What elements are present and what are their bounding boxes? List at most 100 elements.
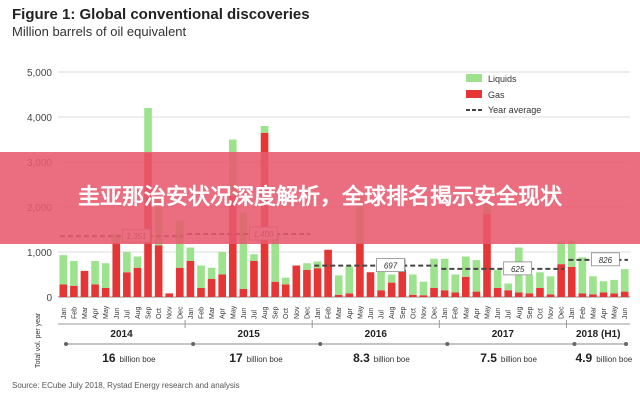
bar-liquids — [557, 241, 565, 265]
bar-liquids — [451, 274, 460, 293]
bar-gas — [567, 266, 576, 297]
bar-liquids — [303, 263, 311, 270]
x-tick-label: Aug — [389, 306, 396, 319]
bar-gas — [165, 293, 174, 297]
x-tick-label: Oct — [410, 308, 417, 319]
x-tick-label: Aug — [516, 306, 523, 319]
bar-liquids — [440, 258, 449, 291]
bar-gas — [250, 261, 258, 297]
volume-value: 17 — [229, 351, 243, 365]
bar-liquids — [144, 108, 152, 153]
bar-gas — [356, 243, 364, 297]
bar-liquids — [123, 252, 131, 273]
x-tick-label: Jul — [379, 310, 386, 319]
x-tick-label: Mar — [463, 306, 470, 319]
bar-gas — [112, 243, 121, 297]
source-note: Source: ECube July 2018, Rystad Energy r… — [12, 381, 240, 390]
year-label: 2014 — [110, 329, 133, 340]
x-tick-label: Aug — [135, 306, 142, 319]
x-tick-label: Apr — [220, 307, 227, 319]
bar-gas — [462, 276, 470, 297]
volume-unit: billion boe — [374, 355, 411, 364]
volume-marker — [191, 342, 196, 346]
x-tick-label: Nov — [167, 306, 174, 319]
legend-label-year-average: Year average — [488, 105, 541, 115]
bar-liquids — [133, 256, 142, 268]
bar-gas — [133, 267, 142, 297]
year-label: 2016 — [365, 329, 388, 340]
x-tick-label: May — [103, 305, 110, 319]
bar-liquids — [525, 275, 534, 294]
bar-gas — [197, 288, 205, 297]
x-tick-label: Dec — [177, 306, 184, 319]
legend-label-gas: Gas — [488, 90, 505, 100]
bar-gas — [430, 288, 438, 297]
bar-liquids — [176, 220, 184, 268]
bar-liquids — [387, 274, 396, 283]
figure-title: Figure 1: Global conventional discoverie… — [12, 6, 310, 23]
bar-liquids — [536, 272, 544, 288]
x-tick-label: May — [357, 305, 364, 319]
x-tick-label: Mar — [590, 306, 597, 319]
bar-gas — [578, 293, 587, 297]
bar-liquids — [197, 265, 205, 288]
bar-liquids — [334, 275, 343, 295]
volume-marker — [572, 342, 577, 346]
volume-unit: billion boe — [247, 355, 284, 364]
bar-liquids — [218, 252, 226, 275]
volume-marker — [64, 342, 68, 346]
x-tick-label: Nov — [548, 306, 555, 319]
volume-value: 16 — [102, 351, 116, 365]
x-axis: Jan Feb Mar Apr May Jun Jul Aug Sep Oct Nov Dec Jan F… — [58, 305, 630, 340]
bar-gas — [514, 292, 523, 297]
bar-liquids — [186, 247, 195, 261]
volume-marker — [445, 342, 450, 346]
x-tick-label: Jun — [114, 308, 121, 319]
x-tick-label: Jan — [569, 308, 576, 319]
year-average-label-box — [590, 252, 620, 267]
x-tick-label: Oct — [156, 308, 163, 319]
year-average-label: 625 — [511, 265, 525, 274]
bar-gas — [334, 294, 343, 297]
bar-liquids — [345, 266, 354, 294]
x-tick-label: Feb — [580, 307, 587, 319]
bar-gas — [324, 249, 332, 297]
bar-gas — [398, 270, 407, 297]
bar-gas — [123, 272, 131, 297]
bar-liquids — [239, 212, 248, 289]
bar-gas — [292, 265, 301, 297]
bar-liquids — [620, 269, 629, 292]
x-tick-label: Apr — [93, 307, 100, 319]
x-tick-label: Apr — [347, 307, 354, 319]
bar-gas — [154, 245, 163, 297]
volume-marker — [318, 342, 323, 346]
x-tick-label: Nov — [421, 306, 428, 319]
bar-gas — [419, 295, 428, 297]
x-tick-label: Mar — [336, 306, 343, 319]
bar-liquids — [610, 279, 618, 294]
bar-liquids — [472, 260, 481, 292]
bar-liquids — [250, 254, 258, 261]
banner-text: 圭亚那治安状况深度解析，全球排名揭示安全现状 — [77, 185, 562, 210]
bar-liquids — [589, 276, 597, 295]
bar-liquids — [546, 276, 555, 295]
x-tick-label: May — [485, 305, 492, 319]
bar-gas — [610, 293, 618, 297]
x-tick-label: Sep — [146, 306, 153, 319]
bar-gas — [101, 288, 110, 297]
x-tick-label: Apr — [474, 307, 481, 319]
x-tick-label: Jun — [622, 308, 629, 319]
bar-liquids — [409, 274, 417, 295]
year-label: 2018 (H1) — [576, 329, 620, 340]
bar-liquids — [377, 261, 385, 291]
x-tick-label: Mar — [209, 306, 216, 319]
volume-unit: billion boe — [120, 355, 157, 364]
bar-gas — [440, 290, 449, 297]
x-tick-label: Jul — [251, 310, 258, 319]
x-tick-label: May — [230, 305, 237, 319]
bar-gas — [504, 290, 512, 297]
y-tick-label: 4,000 — [27, 113, 52, 124]
x-tick-label: Dec — [432, 306, 439, 319]
x-tick-label: Jan — [61, 308, 68, 319]
